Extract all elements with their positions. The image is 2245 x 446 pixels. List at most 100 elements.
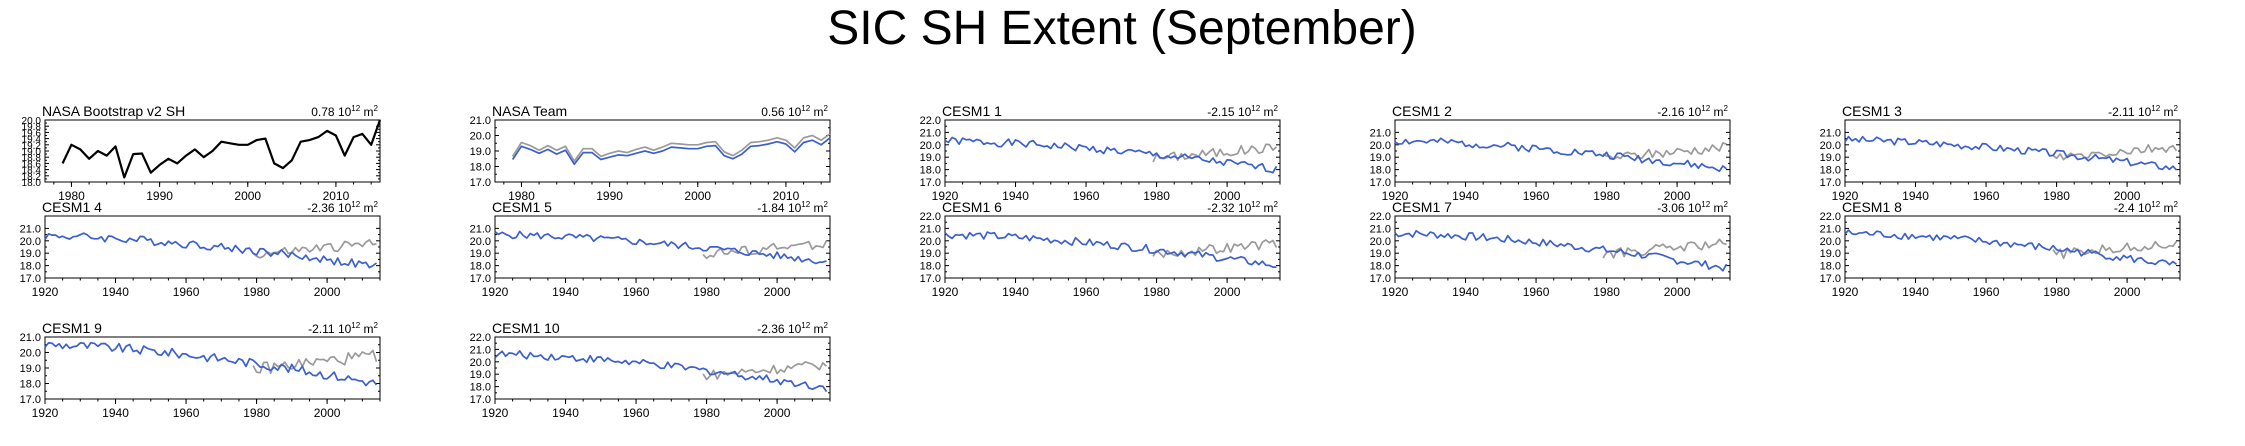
trend-value: -2.16 (1657, 105, 1688, 119)
series-line-reference (511, 133, 831, 162)
trend-unit-tail: m (1260, 105, 1273, 119)
y-tick-label: 19.0 (920, 152, 941, 164)
trend-value: 0.56 (761, 105, 788, 119)
trend-exponent: 12 (1251, 104, 1260, 113)
trend-value: -2.15 (1207, 105, 1238, 119)
panel-label: CESM1 3 (1842, 103, 1902, 119)
trend-unit-tail: m (810, 201, 823, 215)
x-tick-label: 1920 (932, 189, 959, 203)
y-tick-label: 19.0 (1820, 248, 1841, 260)
series-line-model (1394, 137, 1728, 173)
trend-unit-exponent: 2 (374, 104, 379, 113)
trend-unit-tail: m (810, 322, 823, 336)
trend-unit-tail: m (360, 201, 373, 215)
trend-value: -2.11 (308, 322, 338, 336)
y-tick-label: 20.0 (470, 236, 491, 248)
x-tick-label: 1940 (102, 406, 129, 420)
x-tick-label: 1980 (693, 285, 720, 299)
trend-unit-exponent: 2 (824, 321, 829, 330)
x-tick-label: 1980 (1593, 285, 1620, 299)
y-tick-label: 18.0 (1820, 261, 1841, 273)
y-tick-label: 20.0 (470, 357, 491, 369)
x-tick-label: 1980 (2043, 189, 2070, 203)
y-tick-label: 19.0 (22, 147, 42, 158)
x-tick-label: 1920 (932, 285, 959, 299)
y-tick-label: 17.0 (1820, 177, 1841, 189)
x-tick-label: 2000 (684, 189, 711, 203)
y-tick-label: 19.0 (20, 363, 41, 375)
trend-unit-exponent: 2 (2174, 104, 2179, 113)
series-line-model (1844, 229, 2178, 266)
trend-unit-exponent: 2 (374, 321, 379, 330)
y-tick-label: 21.0 (1820, 223, 1841, 235)
series-line-reference (252, 349, 378, 375)
panel-label: CESM1 9 (42, 320, 102, 336)
y-tick-label: 19.0 (20, 248, 41, 260)
x-tick-label: 2000 (234, 189, 261, 203)
trend-value: -3.06 (1657, 201, 1688, 215)
y-tick-label: 18.0 (920, 165, 941, 177)
x-tick-label: 1920 (1382, 285, 1409, 299)
plot-frame (44, 336, 381, 400)
trend-exponent: 12 (1251, 200, 1260, 209)
panel-5: CESM1 3 -2.11 1012 m2 17.018.019.020.021.0… (1820, 103, 2181, 203)
plot-frame (494, 215, 831, 279)
y-tick-label: 22.0 (1820, 211, 1841, 223)
y-tick-label: 20.0 (1370, 140, 1391, 152)
y-tick-label: 21.0 (1370, 127, 1391, 139)
y-tick-label: 20.0 (20, 348, 41, 360)
trend-unit-tail: m (2160, 201, 2173, 215)
trend-value: 0.78 (311, 105, 338, 119)
trend-exponent: 12 (2151, 104, 2160, 113)
panel-label: CESM1 10 (492, 320, 560, 336)
trend-label: -2.11 1012 m2 (308, 321, 378, 336)
x-tick-label: 2000 (1214, 189, 1241, 203)
trend-unit-exponent: 2 (1274, 104, 1279, 113)
x-tick-label: 1940 (1452, 189, 1479, 203)
y-tick-label: 18.4 (22, 166, 42, 177)
trend-exponent: 12 (801, 104, 810, 113)
trend-value: -2.11 (2108, 105, 2138, 119)
y-tick-label: 18.2 (22, 172, 42, 183)
series-line-obs (61, 119, 382, 179)
y-tick-label: 19.0 (920, 248, 941, 260)
trend-units: 10 (788, 201, 802, 215)
x-tick-label: 1980 (1143, 189, 1170, 203)
trend-unit-exponent: 2 (824, 104, 829, 113)
trend-unit-exponent: 2 (2174, 200, 2179, 209)
x-tick-label: 2010 (323, 189, 350, 203)
panel-label: CESM1 5 (492, 199, 552, 215)
x-tick-label: 1940 (1902, 189, 1929, 203)
trend-value: -1.84 (757, 201, 788, 215)
y-tick-label: 17.0 (920, 177, 941, 189)
panel-9: CESM1 7 -3.06 1012 m2 17.018.019.020.021.0… (1370, 199, 1731, 299)
panel-label: CESM1 7 (1392, 199, 1452, 215)
panel-1: NASA Bootstrap v2 SH 0.78 1012 m2 18.018.2… (22, 103, 382, 203)
trend-label: -2.15 1012 m2 (1207, 104, 1278, 119)
x-tick-label: 2000 (764, 285, 791, 299)
trend-unit-exponent: 2 (1274, 200, 1279, 209)
plot-frame (1844, 119, 2181, 183)
trend-label: -2.36 1012 m2 (757, 321, 828, 336)
x-tick-label: 1960 (173, 285, 200, 299)
series-line-reference (1602, 142, 1727, 160)
x-tick-label: 1990 (596, 189, 623, 203)
series-line-model (944, 231, 1277, 268)
trend-units: 10 (1688, 105, 1702, 119)
x-tick-label: 1980 (1593, 189, 1620, 203)
trend-unit-tail: m (1260, 201, 1273, 215)
panel-label: NASA Team (492, 103, 567, 119)
y-tick-label: 17.0 (1370, 177, 1391, 189)
x-tick-label: 1980 (693, 406, 720, 420)
trend-units: 10 (338, 322, 352, 336)
trend-label: 0.56 1012 m2 (761, 104, 828, 119)
y-tick-label: 17.0 (470, 394, 491, 406)
trend-label: -2.16 1012 m2 (1657, 104, 1728, 119)
trend-value: -2.36 (757, 322, 788, 336)
panel-label: CESM1 1 (942, 103, 1002, 119)
y-tick-label: 17.0 (1370, 273, 1391, 285)
y-tick-label: 19.0 (1820, 152, 1841, 164)
y-tick-label: 20.0 (470, 131, 491, 143)
x-tick-label: 1920 (1382, 189, 1409, 203)
